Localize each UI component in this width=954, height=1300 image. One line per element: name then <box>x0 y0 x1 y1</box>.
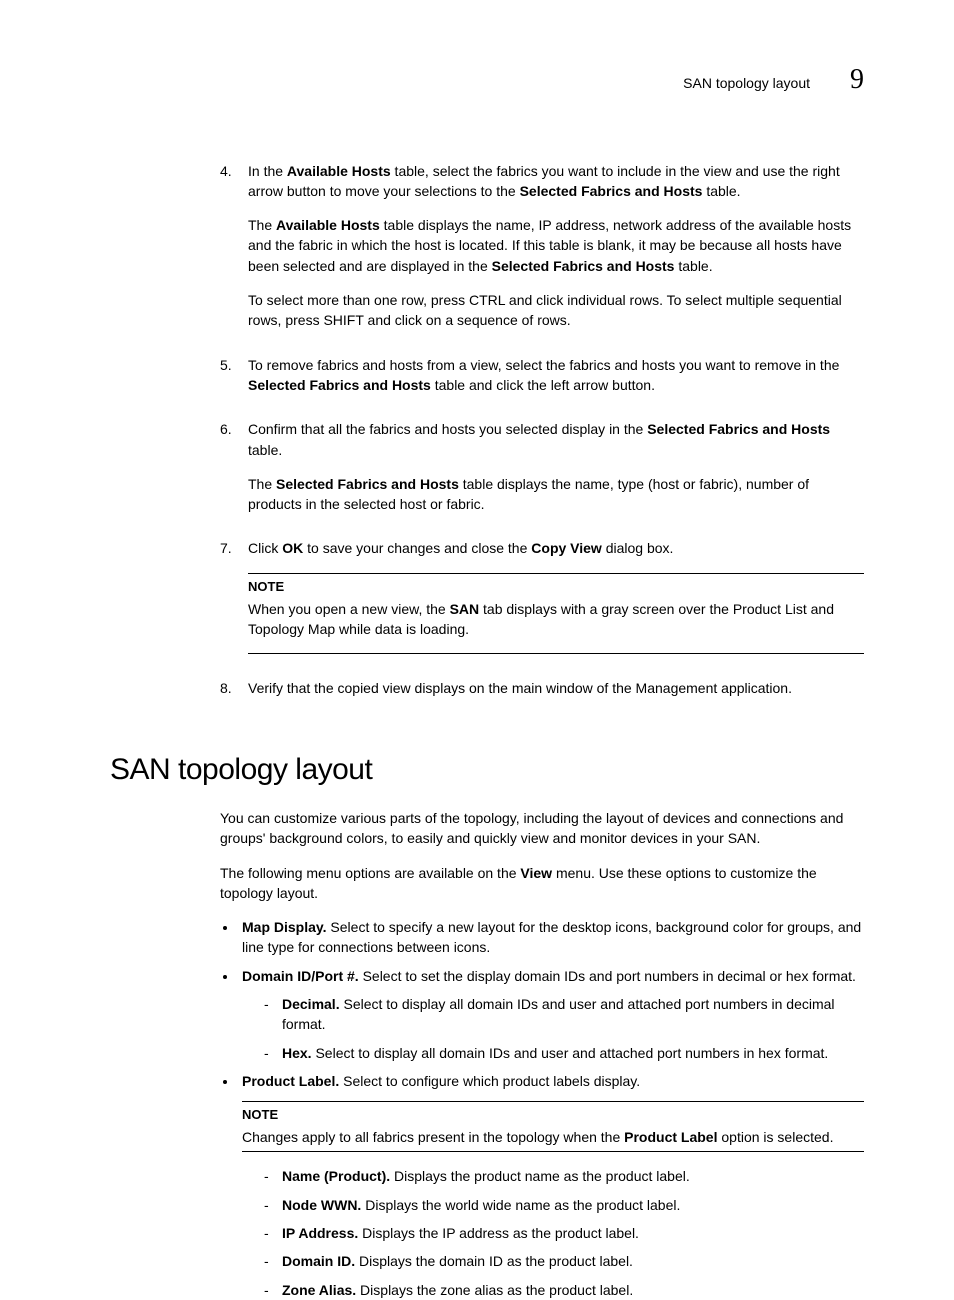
step-paragraph: To select more than one row, press CTRL … <box>248 290 864 331</box>
step-paragraph: In the Available Hosts table, select the… <box>248 161 864 202</box>
bold-text: Available Hosts <box>276 217 380 233</box>
dash-item: Zone Alias. Displays the zone alias as t… <box>264 1280 864 1300</box>
bold-text: Domain ID. <box>282 1253 355 1269</box>
bold-text: Selected Fabrics and Hosts <box>492 258 675 274</box>
step-body: In the Available Hosts table, select the… <box>248 161 864 345</box>
step-item: 7.Click OK to save your changes and clos… <box>220 538 864 668</box>
page: SAN topology layout 9 4.In the Available… <box>0 0 954 1235</box>
bold-text: View <box>520 865 552 881</box>
bold-text: Selected Fabrics and Hosts <box>520 183 703 199</box>
bold-text: Node WWN. <box>282 1197 361 1213</box>
step-item: 6.Confirm that all the fabrics and hosts… <box>220 419 864 528</box>
step-item: 5.To remove fabrics and hosts from a vie… <box>220 355 864 410</box>
bullet-list: Map Display. Select to specify a new lay… <box>220 917 864 1300</box>
step-item: 4.In the Available Hosts table, select t… <box>220 161 864 345</box>
step-number: 7. <box>220 538 248 668</box>
note-rule-bottom <box>242 1151 864 1152</box>
step-item: 8.Verify that the copied view displays o… <box>220 678 864 712</box>
note-title: NOTE <box>248 578 864 597</box>
bold-text: Name (Product). <box>282 1168 390 1184</box>
step-body: Confirm that all the fabrics and hosts y… <box>248 419 864 528</box>
note-title: NOTE <box>242 1106 864 1125</box>
bullet-item: Domain ID/Port #. Select to set the disp… <box>238 966 864 1063</box>
intro-paragraph: The following menu options are available… <box>220 863 864 904</box>
bold-text: Map Display. <box>242 919 327 935</box>
bullet-text: Domain ID/Port #. Select to set the disp… <box>242 968 856 984</box>
bold-text: Selected Fabrics and Hosts <box>647 421 830 437</box>
section-intro: You can customize various parts of the t… <box>220 808 864 903</box>
page-header: SAN topology layout 9 <box>110 60 864 101</box>
note-rule-bottom <box>248 653 864 654</box>
step-body: Verify that the copied view displays on … <box>248 678 864 712</box>
bold-text: Selected Fabrics and Hosts <box>248 377 431 393</box>
note-rule-top <box>242 1101 864 1102</box>
step-paragraph: Confirm that all the fabrics and hosts y… <box>248 419 864 460</box>
dash-item: Domain ID. Displays the domain ID as the… <box>264 1251 864 1271</box>
bold-text: Available Hosts <box>287 163 391 179</box>
dash-list: Name (Product). Displays the product nam… <box>242 1166 864 1299</box>
step-body: Click OK to save your changes and close … <box>248 538 864 668</box>
section-heading: SAN topology layout <box>110 748 864 792</box>
note-text: Changes apply to all fabrics present in … <box>242 1127 864 1147</box>
bold-text: Decimal. <box>282 996 340 1012</box>
ordered-steps: 4.In the Available Hosts table, select t… <box>220 161 864 713</box>
chapter-number: 9 <box>850 60 864 101</box>
steps-container: 4.In the Available Hosts table, select t… <box>220 161 864 713</box>
bold-text: Hex. <box>282 1045 312 1061</box>
dash-item: Node WWN. Displays the world wide name a… <box>264 1195 864 1215</box>
section-body: You can customize various parts of the t… <box>220 808 864 1300</box>
note-block: NOTE When you open a new view, the SAN ta… <box>248 573 864 654</box>
step-paragraph: The Available Hosts table displays the n… <box>248 215 864 276</box>
step-number: 4. <box>220 161 248 345</box>
bullet-item: Product Label. Select to configure which… <box>238 1071 864 1300</box>
note-rule-top <box>248 573 864 574</box>
bold-text: IP Address. <box>282 1225 358 1241</box>
bullet-text: Map Display. Select to specify a new lay… <box>242 919 861 955</box>
bold-text: OK <box>282 540 303 556</box>
bold-text: Selected Fabrics and Hosts <box>276 476 459 492</box>
step-number: 8. <box>220 678 248 712</box>
step-body: To remove fabrics and hosts from a view,… <box>248 355 864 410</box>
bullet-item: Map Display. Select to specify a new lay… <box>238 917 864 958</box>
dash-item: Name (Product). Displays the product nam… <box>264 1166 864 1186</box>
bold-text: Copy View <box>531 540 602 556</box>
step-paragraph: To remove fabrics and hosts from a view,… <box>248 355 864 396</box>
note-block: NOTE Changes apply to all fabrics present… <box>242 1101 864 1152</box>
dash-list: Decimal. Select to display all domain ID… <box>242 994 864 1063</box>
step-paragraph: The Selected Fabrics and Hosts table dis… <box>248 474 864 515</box>
note-text: When you open a new view, the SAN tab di… <box>248 599 864 640</box>
bold-text: Product Label <box>624 1129 717 1145</box>
bold-text: Zone Alias. <box>282 1282 356 1298</box>
step-paragraph: Verify that the copied view displays on … <box>248 678 864 698</box>
step-paragraph: Click OK to save your changes and close … <box>248 538 864 558</box>
dash-item: Hex. Select to display all domain IDs an… <box>264 1043 864 1063</box>
bold-text: SAN <box>450 601 480 617</box>
intro-paragraph: You can customize various parts of the t… <box>220 808 864 849</box>
dash-item: IP Address. Displays the IP address as t… <box>264 1223 864 1243</box>
header-title: SAN topology layout <box>683 73 810 93</box>
bullet-text: Product Label. Select to configure which… <box>242 1073 640 1089</box>
step-number: 5. <box>220 355 248 410</box>
bold-text: Product Label. <box>242 1073 339 1089</box>
dash-item: Decimal. Select to display all domain ID… <box>264 994 864 1035</box>
bold-text: Domain ID/Port #. <box>242 968 359 984</box>
step-number: 6. <box>220 419 248 528</box>
